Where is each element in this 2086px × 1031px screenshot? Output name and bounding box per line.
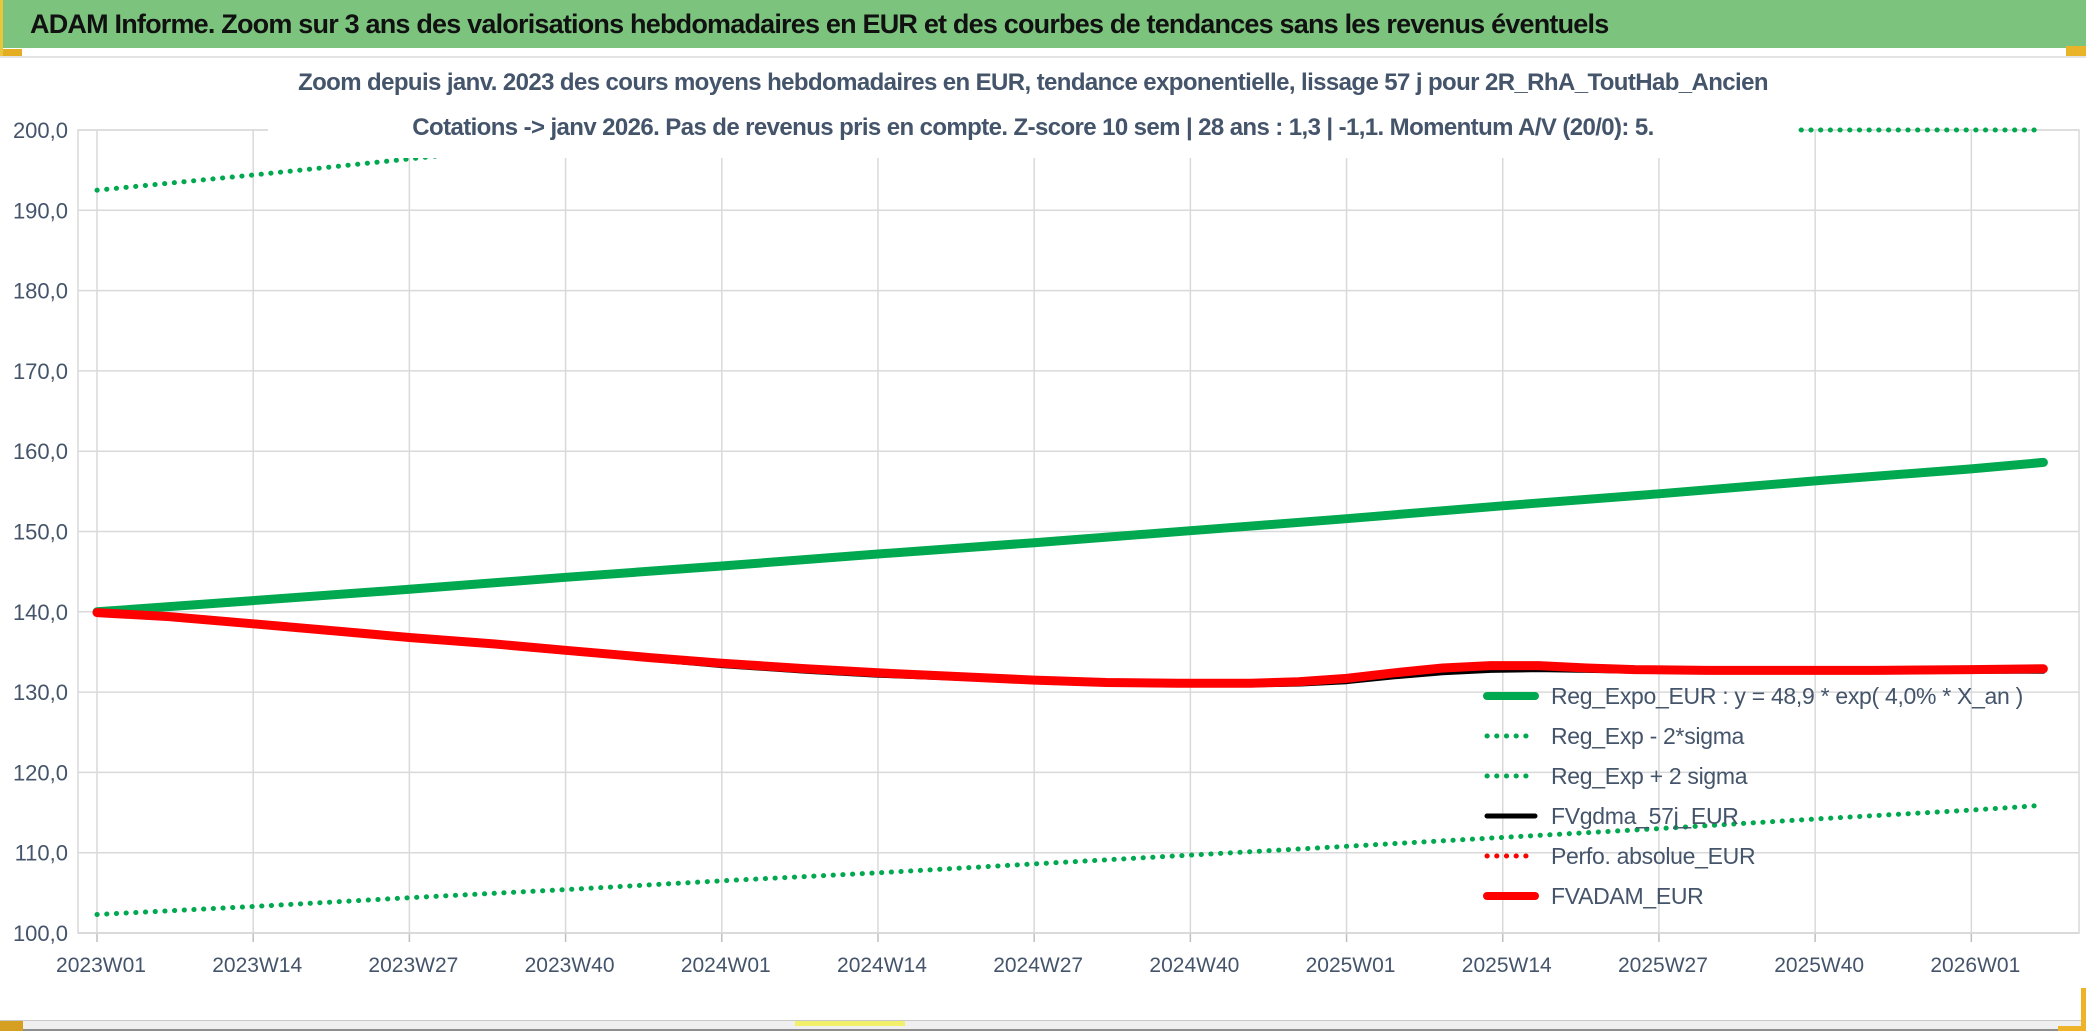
left-edge-accent	[0, 0, 3, 57]
legend-label: Reg_Expo_EUR : y = 48,9 * exp( 4,0% * X_…	[1551, 682, 2023, 709]
y-tick-label: 180,0	[13, 279, 68, 304]
x-tick-label: 2023W40	[525, 954, 615, 977]
x-tick-label: 2025W14	[1462, 954, 1552, 977]
series-fvadam-eur[interactable]	[92, 608, 2048, 688]
y-tick-label: 140,0	[13, 600, 68, 625]
y-tick-label: 120,0	[13, 760, 68, 785]
series-reg-exp-2-sigma[interactable]	[94, 802, 2046, 917]
chart-title-line1: Zoom depuis janv. 2023 des cours moyens …	[298, 69, 1768, 96]
legend-swatch-dotted	[1484, 773, 1538, 779]
legend-swatch-solid	[1484, 813, 1538, 819]
legend-item-reg-exp-2-sigma[interactable]: Reg_Exp + 2 sigma	[1482, 756, 2023, 796]
x-tick-label: 2024W14	[837, 954, 927, 977]
legend-item-fvgdma-57j-eur[interactable]: FVgdma_57j_EUR	[1482, 796, 2023, 836]
legend-label: Reg_Exp + 2 sigma	[1551, 762, 1748, 789]
legend-label: FVgdma_57j_EUR	[1551, 802, 1739, 829]
chart-title-line2: Cotations -> janv 2026. Pas de revenus p…	[412, 114, 1654, 141]
gold-accent-left	[3, 49, 22, 56]
legend-label: Reg_Exp - 2*sigma	[1551, 722, 1745, 749]
x-tick-label: 2023W14	[212, 954, 302, 977]
y-tick-label: 130,0	[13, 680, 68, 705]
page-title: ADAM Informe. Zoom sur 3 ans des valoris…	[30, 8, 1609, 39]
legend-swatch-solid	[1483, 892, 1539, 900]
legend-item-reg-exp-2-sigma[interactable]: Reg_Exp - 2*sigma	[1482, 716, 2023, 756]
x-tick-label: 2025W01	[1306, 954, 1396, 977]
y-tick-label: 150,0	[13, 520, 68, 545]
series-reg-expo-eur-y-48-9-exp-4-0-x-an[interactable]	[92, 457, 2048, 617]
chart-title[interactable]: Zoom depuis janv. 2023 des cours moyens …	[268, 60, 1798, 158]
y-tick-label: 170,0	[13, 359, 68, 384]
legend-swatch-dotted	[1484, 853, 1538, 859]
legend-label: FVADAM_EUR	[1551, 882, 1704, 909]
chart-legend[interactable]: Reg_Expo_EUR : y = 48,9 * exp( 4,0% * X_…	[1482, 676, 2023, 916]
bottom-yellow-marker	[795, 1021, 905, 1026]
x-tick-label: 2024W27	[993, 954, 1083, 977]
legend-label: Perfo. absolue_EUR	[1551, 842, 1756, 869]
legend-item-reg-expo-eur-y-48-9-exp-4-0-x-an[interactable]: Reg_Expo_EUR : y = 48,9 * exp( 4,0% * X_…	[1482, 676, 2023, 716]
legend-swatch-solid	[1483, 692, 1539, 700]
x-tick-label: 2024W40	[1149, 954, 1239, 977]
legend-swatch-dotted	[1484, 733, 1538, 739]
x-tick-label: 2025W27	[1618, 954, 1708, 977]
bottom-gold-marker	[0, 1021, 23, 1031]
y-tick-label: 100,0	[13, 921, 68, 946]
legend-item-fvadam-eur[interactable]: FVADAM_EUR	[1482, 876, 2023, 916]
x-tick-label: 2023W01	[56, 954, 146, 977]
x-tick-label: 2024W01	[681, 954, 771, 977]
header-divider	[0, 56, 2086, 58]
corner-gold-horizontal	[2058, 1026, 2086, 1031]
legend-item-perfo-absolue-eur[interactable]: Perfo. absolue_EUR	[1482, 836, 2023, 876]
bottom-edge-strip	[0, 1020, 2086, 1031]
x-tick-label: 2023W27	[368, 954, 458, 977]
x-tick-label: 2025W40	[1774, 954, 1864, 977]
corner-gold-vertical	[2081, 988, 2086, 1031]
gold-accent-right	[2066, 46, 2086, 56]
x-tick-label: 2026W01	[1930, 954, 2020, 977]
y-tick-label: 160,0	[13, 439, 68, 464]
header-bar: ADAM Informe. Zoom sur 3 ans des valoris…	[3, 0, 2086, 48]
y-tick-label: 110,0	[15, 841, 68, 866]
y-tick-label: 200,0	[13, 118, 68, 143]
y-tick-label: 190,0	[13, 198, 68, 223]
